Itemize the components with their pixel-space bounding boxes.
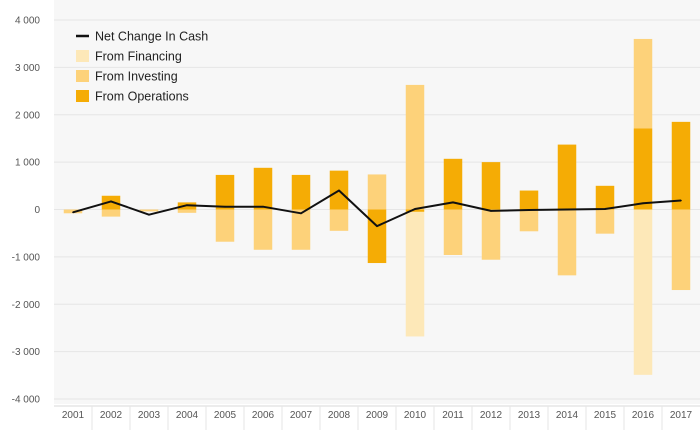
bar-from-investing <box>557 209 577 276</box>
legend-label: From Investing <box>95 70 178 84</box>
legend-item-net-change-in-cash: Net Change In Cash <box>76 30 208 44</box>
net-change-point <box>452 201 454 204</box>
x-tick-label: 2002 <box>100 410 123 421</box>
y-tick-label: -3 000 <box>12 347 41 358</box>
x-tick-label: 2006 <box>252 410 275 421</box>
bar-from-investing <box>443 209 463 255</box>
bar-from-investing <box>253 209 273 250</box>
bar-from-operations <box>405 209 425 212</box>
net-change-point <box>110 200 112 203</box>
legend-swatch <box>76 50 89 62</box>
legend-swatch <box>76 90 89 102</box>
bar-from-financing <box>633 209 653 375</box>
y-tick-label: -2 000 <box>12 300 41 311</box>
x-tick-label: 2017 <box>670 410 693 421</box>
bar-from-operations <box>101 195 121 210</box>
bar-from-operations <box>519 190 539 210</box>
bar-from-investing <box>139 209 159 212</box>
bar-from-operations <box>443 158 463 210</box>
bar-from-operations <box>633 128 653 210</box>
bar-from-financing <box>405 211 425 337</box>
bar-from-investing <box>177 209 197 213</box>
x-tick-label: 2004 <box>176 410 199 421</box>
y-tick-label: -1 000 <box>12 252 41 263</box>
x-tick-label: 2007 <box>290 410 313 421</box>
x-tick-label: 2003 <box>138 410 161 421</box>
x-tick-label: 2008 <box>328 410 351 421</box>
legend-label: Net Change In Cash <box>95 30 208 44</box>
net-change-point <box>300 212 302 215</box>
x-axis: 2001 2002 2003 2004 2005 2006 2007 2008 2009 2010… <box>54 405 700 430</box>
bars <box>63 38 691 375</box>
y-tick-label: 2 000 <box>15 110 40 121</box>
legend-label: From Operations <box>95 90 189 104</box>
net-change-point <box>376 225 378 227</box>
net-change-point <box>148 213 150 216</box>
legend-label: From Financing <box>95 50 182 64</box>
net-change-point <box>72 211 74 214</box>
y-tick-label: 4 000 <box>15 16 40 27</box>
bar-from-investing <box>633 38 653 129</box>
x-tick-label: 2010 <box>404 410 427 421</box>
bar-from-investing <box>671 209 691 291</box>
legend-item-from-investing: From Investing <box>76 70 178 84</box>
x-tick-label: 2013 <box>518 410 541 421</box>
bar-from-investing <box>595 209 615 234</box>
net-change-point <box>680 199 682 202</box>
bar-from-investing <box>329 209 349 231</box>
bar-from-investing <box>291 209 311 250</box>
net-change-point <box>224 205 226 208</box>
bar-from-operations <box>253 167 273 210</box>
x-tick-label: 2014 <box>556 410 579 421</box>
bar-from-operations <box>215 174 235 210</box>
net-change-point <box>262 205 264 208</box>
y-tick-label: -4 000 <box>12 395 41 406</box>
bar-from-operations <box>557 144 577 210</box>
bar-from-operations <box>481 162 501 210</box>
x-tick-label: 2005 <box>214 410 237 421</box>
bar-from-investing <box>215 209 235 242</box>
x-tick-label: 2001 <box>62 410 85 421</box>
net-change-point <box>414 208 416 210</box>
x-tick-label: 2015 <box>594 410 617 421</box>
bar-from-investing <box>367 174 387 210</box>
y-tick-label: 3 000 <box>15 63 40 74</box>
x-tick-label: 2009 <box>366 410 389 421</box>
x-tick-label: 2011 <box>442 410 464 421</box>
y-tick-label: 0 <box>34 205 40 216</box>
net-change-point <box>490 210 492 212</box>
bar-from-investing <box>101 209 121 217</box>
bar-from-operations <box>367 209 387 264</box>
bar-from-investing <box>405 84 425 210</box>
net-change-point <box>186 204 188 207</box>
legend: Net Change In Cash From Financing From Inv… <box>76 30 208 104</box>
bar-from-operations <box>595 185 615 210</box>
net-change-point <box>566 208 568 211</box>
net-change-line-layer <box>72 189 682 228</box>
legend-item-from-financing: From Financing <box>76 50 182 64</box>
y-tick-label: 1 000 <box>15 158 40 169</box>
x-tick-label: 2012 <box>480 410 503 421</box>
net-change-point <box>604 208 606 210</box>
legend-item-from-operations: From Operations <box>76 90 189 104</box>
net-change-point <box>338 189 340 192</box>
x-tick-label: 2016 <box>632 410 655 421</box>
bar-from-investing <box>481 209 501 260</box>
y-axis: 4 000 3 000 2 000 1 000 0 -1 000 -2 000 -3 000 -… <box>12 16 41 406</box>
net-change-point <box>642 202 644 205</box>
net-change-point <box>528 209 530 211</box>
bar-from-investing <box>519 209 539 232</box>
legend-swatch <box>76 70 89 82</box>
bar-from-operations <box>291 174 311 210</box>
bar-from-operations <box>671 121 691 210</box>
